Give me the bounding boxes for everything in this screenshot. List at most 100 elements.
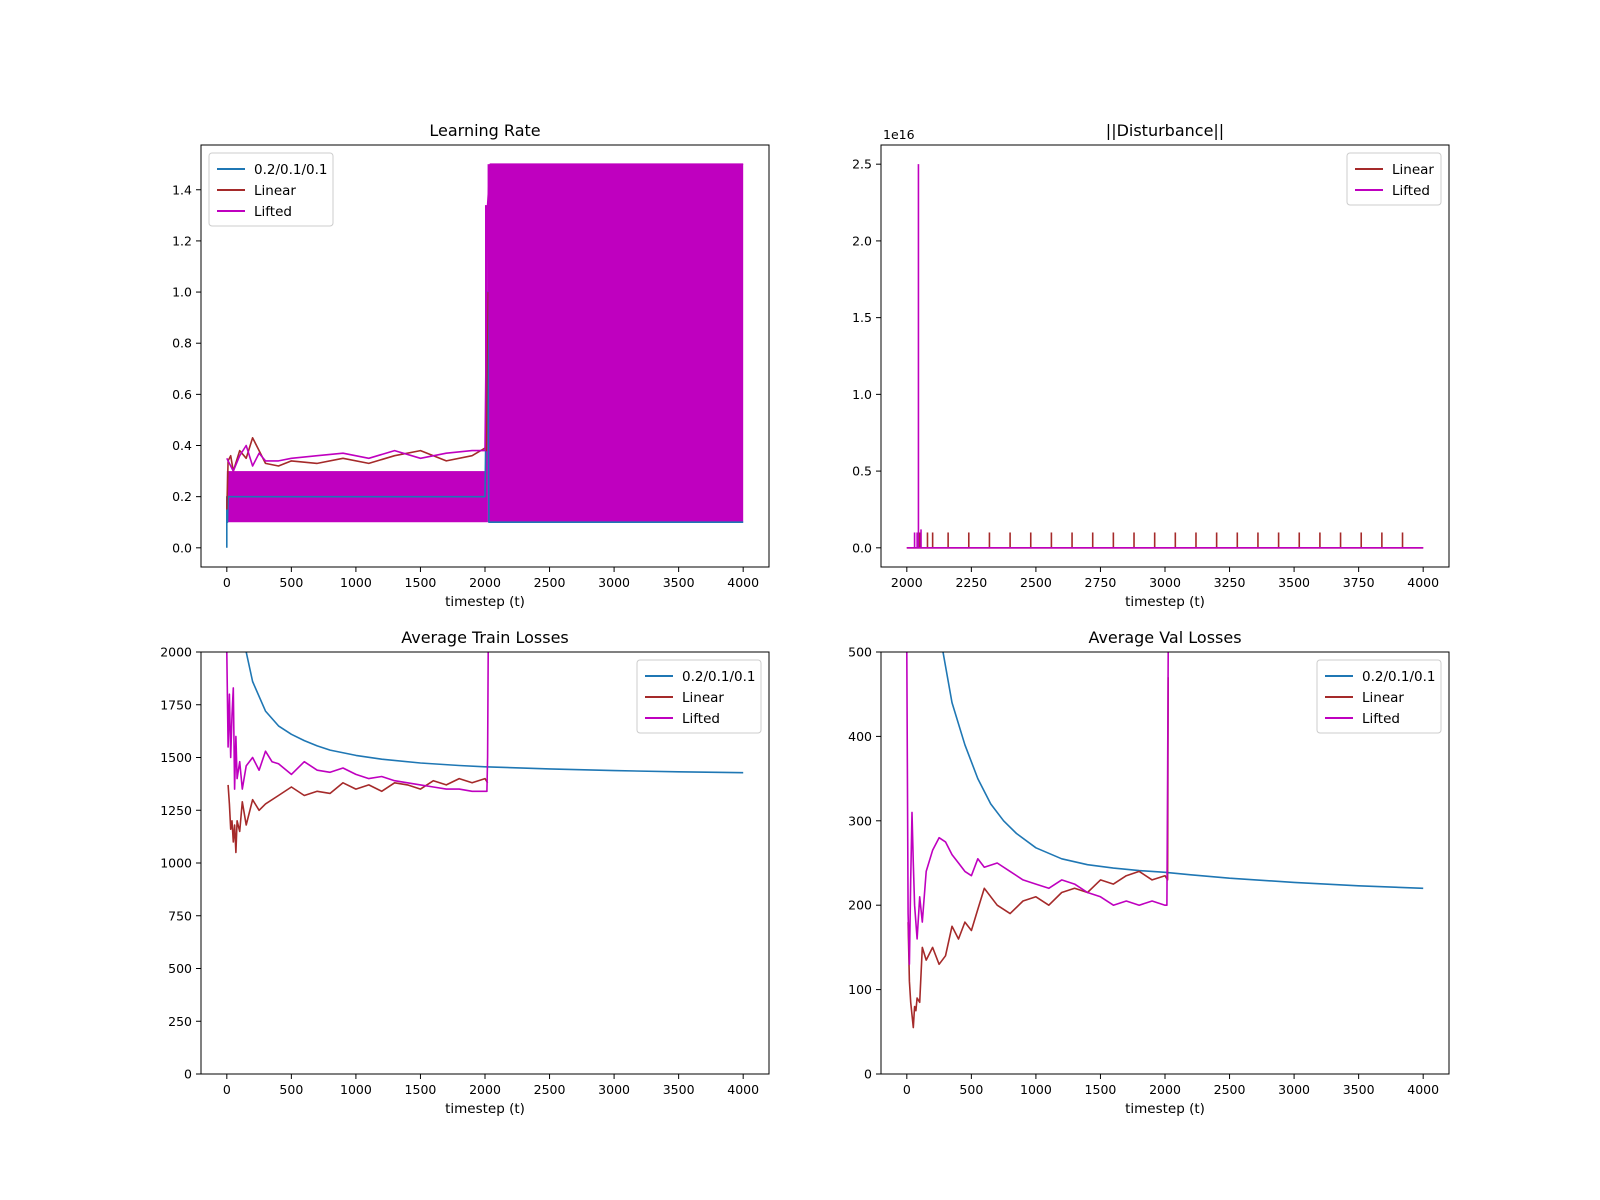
series-line-2 (227, 777, 489, 854)
chart-title: Learning Rate (429, 121, 540, 140)
x-tick-label: 3000 (1149, 575, 1181, 590)
x-tick-label: 2500 (534, 575, 566, 590)
x-tick-label: 3500 (663, 1082, 695, 1097)
legend: 0.2/0.1/0.1 Linear Lifted (208, 152, 334, 227)
axes-frame (880, 144, 1450, 568)
chart-panel-4: 0 500 1000 1500 2000 2500 3000 3500 4000 0 100 200 3… (848, 628, 1450, 1117)
y-tick-label: 1.2 (172, 233, 192, 248)
y-tick-label: 1.0 (172, 285, 192, 300)
y-tick-label: 2000 (160, 645, 192, 660)
x-tick-label: 1500 (1085, 1082, 1117, 1097)
x-tick-label: 2500 (1214, 1082, 1246, 1097)
x-tick-label: 0 (223, 575, 231, 590)
chart-panel-2: 2000 2250 2500 2750 3000 3250 3500 3750 4000 0.0 0… (852, 121, 1450, 610)
plot-area (906, 164, 1424, 549)
series-line-3 (905, 652, 1169, 966)
x-tick-label: 3250 (1214, 575, 1246, 590)
x-axis-label: timestep (t) (445, 1101, 525, 1117)
y-tick-label: 0.5 (852, 464, 872, 479)
x-tick-label: 3000 (598, 575, 630, 590)
x-tick-label: 1500 (405, 575, 437, 590)
x-tick-label: 500 (279, 1082, 303, 1097)
x-tick-label: 2000 (1149, 1082, 1181, 1097)
y-tick-label: 1.5 (852, 310, 872, 325)
y-tick-label: 750 (168, 908, 192, 923)
y-tick-label: 2.0 (852, 233, 872, 248)
y-tick-label: 1500 (160, 750, 192, 765)
chart-title: ||Disturbance|| (1106, 121, 1224, 140)
x-tick-label: 2500 (534, 1082, 566, 1097)
y-tick-label: 500 (848, 645, 872, 660)
y-tick-label: 0.4 (172, 438, 192, 453)
x-tick-label: 2000 (469, 575, 501, 590)
x-tick-label: 4000 (727, 1082, 759, 1097)
series-line-1 (942, 652, 1424, 890)
y-tick-label: 1250 (160, 803, 192, 818)
series-line-2 (907, 677, 1169, 1029)
y-tick-label: 500 (168, 961, 192, 976)
x-tick-label: 2250 (955, 575, 987, 590)
plot-area (905, 652, 1424, 1029)
y-tick-label: 0.0 (852, 540, 872, 555)
y-tick-label: 0.2 (172, 489, 192, 504)
y-tick-label: 200 (848, 898, 872, 913)
legend-box (1346, 152, 1442, 206)
legend-label: Lifted (1362, 711, 1400, 727)
x-axis-label: timestep (t) (445, 594, 525, 610)
x-tick-label: 1000 (340, 1082, 372, 1097)
legend-label: 0.2/0.1/0.1 (254, 162, 328, 178)
y-tick-label: 400 (848, 729, 872, 744)
y-tick-label: 0 (864, 1067, 872, 1082)
legend-box (1316, 659, 1442, 734)
y-tick-label: 2.5 (852, 157, 872, 172)
x-tick-label: 3750 (1343, 575, 1375, 590)
legend-label: Linear (1362, 690, 1404, 706)
x-tick-label: 4000 (727, 575, 759, 590)
chart-panel-3: 0 500 1000 1500 2000 2500 3000 3500 4000 0 250 500 7… (160, 628, 770, 1117)
y-tick-label: 0.6 (172, 387, 192, 402)
x-tick-label: 3500 (663, 575, 695, 590)
x-tick-label: 4000 (1407, 575, 1439, 590)
x-tick-label: 2000 (469, 1082, 501, 1097)
legend-label: Lifted (1392, 183, 1430, 199)
series-line-3 (226, 163, 744, 472)
chart-panel-1: 0 500 1000 1500 2000 2500 3000 3500 4000 0.0 0.2 0.… (172, 121, 770, 610)
legend: 0.2/0.1/0.1 Linear Lifted (636, 659, 762, 734)
x-tick-label: 2500 (1020, 575, 1052, 590)
legend-label: 0.2/0.1/0.1 (682, 669, 756, 685)
x-tick-label: 2750 (1085, 575, 1117, 590)
y-tick-label: 1750 (160, 697, 192, 712)
chart-title: Average Train Losses (401, 628, 569, 647)
series-line-1 (245, 652, 744, 774)
y-tick-label: 0.8 (172, 336, 192, 351)
x-tick-label: 2000 (891, 575, 923, 590)
legend-label: Linear (1392, 162, 1434, 178)
axis-offset-label: 1e16 (883, 127, 915, 142)
x-tick-label: 500 (959, 1082, 983, 1097)
legend-label: Linear (254, 183, 296, 199)
legend-box (636, 659, 762, 734)
y-tick-label: 0 (184, 1067, 192, 1082)
y-tick-label: 0.0 (172, 540, 192, 555)
legend-label: Linear (682, 690, 724, 706)
x-axis-label: timestep (t) (1125, 594, 1205, 610)
y-tick-label: 1.0 (852, 387, 872, 402)
x-tick-label: 0 (903, 1082, 911, 1097)
y-tick-label: 1.4 (172, 182, 192, 197)
x-tick-label: 3500 (1278, 575, 1310, 590)
series-line-3 (226, 652, 489, 793)
x-tick-label: 500 (279, 575, 303, 590)
y-tick-label: 1000 (160, 856, 192, 871)
legend-box (208, 152, 334, 227)
chart-title: Average Val Losses (1088, 628, 1241, 647)
y-tick-label: 100 (848, 982, 872, 997)
legend-label: Lifted (682, 711, 720, 727)
x-tick-label: 1500 (405, 1082, 437, 1097)
x-axis-label: timestep (t) (1125, 1101, 1205, 1117)
y-tick-label: 250 (168, 1014, 192, 1029)
x-tick-label: 0 (223, 1082, 231, 1097)
legend: 0.2/0.1/0.1 Linear Lifted (1316, 659, 1442, 734)
x-tick-label: 3500 (1343, 1082, 1375, 1097)
plot-area (226, 163, 744, 548)
legend-label: 0.2/0.1/0.1 (1362, 669, 1436, 685)
